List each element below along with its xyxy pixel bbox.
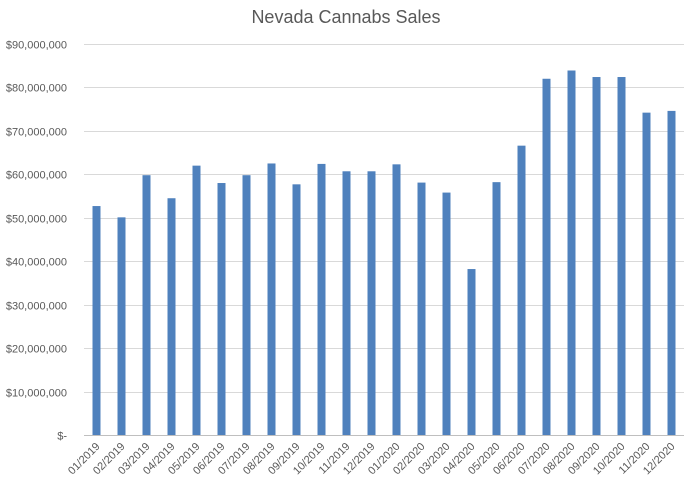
y-tick-label: $40,000,000 [6, 257, 67, 269]
bar [642, 112, 651, 435]
bar [192, 165, 201, 435]
bar [467, 269, 476, 435]
y-tick-label: $10,000,000 [6, 388, 67, 400]
bar [92, 206, 101, 435]
bar [592, 77, 601, 436]
bar [367, 171, 376, 436]
x-axis-ticks: 01/201902/201903/201904/201905/201906/20… [66, 441, 678, 478]
bar [417, 182, 426, 435]
bar [242, 175, 251, 435]
bar [442, 192, 451, 435]
y-tick-label: $50,000,000 [6, 214, 67, 226]
y-tick-label: $30,000,000 [6, 301, 67, 313]
bar [617, 77, 626, 436]
y-tick-label: $70,000,000 [6, 127, 67, 139]
bar [217, 183, 226, 435]
bar [542, 78, 551, 435]
y-tick-label: $80,000,000 [6, 83, 67, 95]
bar [392, 164, 401, 435]
gridlines [84, 44, 684, 436]
bar [267, 163, 276, 435]
bar [667, 110, 676, 436]
bar [342, 171, 351, 436]
y-axis-ticks: $- $10,000,000 $20,000,000 $30,000,000 $40,0… [6, 40, 68, 443]
y-tick-label: $- [57, 431, 67, 443]
bar [517, 145, 526, 435]
y-tick-label: $60,000,000 [6, 170, 67, 182]
y-tick-label: $90,000,000 [6, 40, 67, 52]
bar [292, 184, 301, 435]
bar [492, 182, 501, 435]
bar [117, 217, 126, 435]
bars [92, 70, 676, 436]
bar [567, 70, 576, 435]
bar [167, 198, 176, 435]
chart-title: Nevada Cannabs Sales [251, 7, 440, 27]
bar [317, 163, 326, 435]
bar [142, 175, 151, 435]
y-tick-label: $20,000,000 [6, 344, 67, 356]
